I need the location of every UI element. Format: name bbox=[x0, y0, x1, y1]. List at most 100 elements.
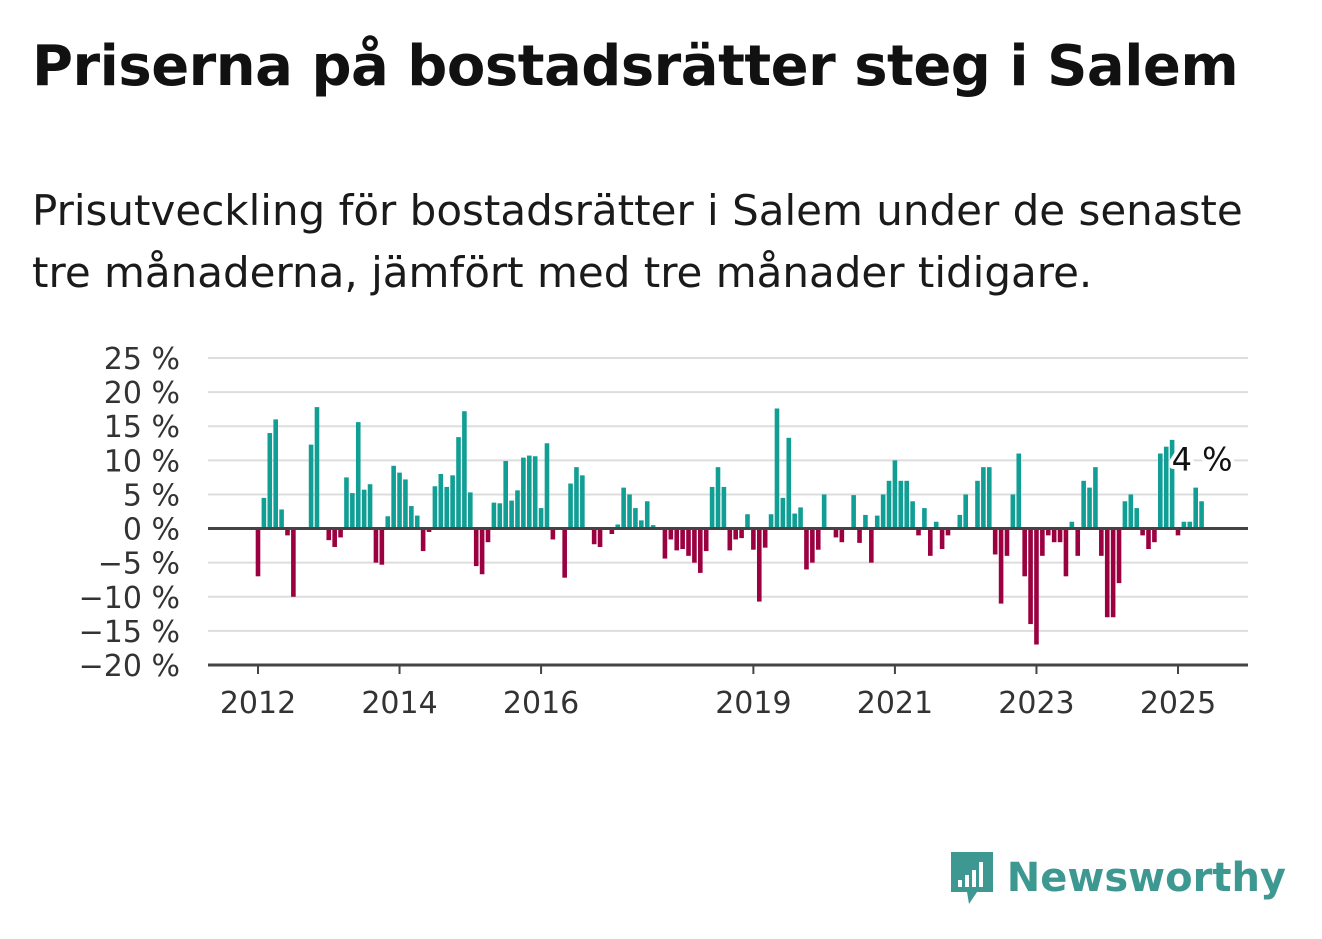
bar bbox=[733, 528, 738, 540]
bar bbox=[367, 484, 373, 529]
y-tick-label: 10 % bbox=[104, 444, 180, 479]
bar bbox=[886, 480, 892, 529]
bar bbox=[904, 480, 910, 529]
bar bbox=[338, 528, 343, 538]
bar bbox=[1199, 501, 1204, 529]
bar bbox=[692, 528, 697, 563]
bar bbox=[869, 528, 874, 563]
bar bbox=[1116, 528, 1122, 584]
bar bbox=[273, 419, 278, 529]
newsworthy-logo: Newsworthy bbox=[947, 848, 1286, 908]
bar bbox=[255, 528, 261, 577]
bar bbox=[1057, 528, 1063, 543]
bar bbox=[591, 528, 597, 545]
bar bbox=[686, 528, 691, 556]
bar bbox=[609, 528, 615, 535]
bar bbox=[1193, 487, 1198, 529]
bar bbox=[1022, 528, 1027, 577]
bar bbox=[580, 475, 585, 529]
bar bbox=[751, 528, 756, 550]
bar bbox=[627, 494, 632, 529]
bar bbox=[314, 407, 320, 529]
bars bbox=[255, 407, 1204, 645]
bar bbox=[703, 528, 709, 552]
bar bbox=[597, 528, 603, 547]
y-tick-label: −15 % bbox=[79, 615, 180, 650]
bar bbox=[509, 500, 514, 529]
x-tick-label: 2023 bbox=[998, 686, 1074, 721]
bar bbox=[833, 528, 839, 538]
bar bbox=[674, 528, 680, 551]
bar bbox=[680, 528, 685, 550]
bar bbox=[444, 486, 450, 529]
bar bbox=[998, 528, 1004, 604]
bar bbox=[562, 528, 567, 578]
bar bbox=[892, 460, 898, 529]
bar bbox=[344, 477, 349, 529]
bar bbox=[456, 437, 461, 529]
bar bbox=[780, 497, 786, 529]
bar bbox=[1028, 528, 1033, 625]
bar bbox=[261, 497, 267, 529]
bar bbox=[326, 528, 332, 541]
bar bbox=[1163, 446, 1169, 529]
bar bbox=[1110, 528, 1116, 618]
bar bbox=[798, 507, 803, 529]
bar bbox=[409, 506, 414, 529]
bar bbox=[992, 528, 998, 555]
bar bbox=[532, 456, 538, 529]
bar bbox=[756, 528, 762, 602]
bar bbox=[1081, 480, 1086, 529]
y-tick-label: 20 % bbox=[104, 376, 180, 411]
x-tick-label: 2025 bbox=[1140, 686, 1216, 721]
bar bbox=[373, 528, 379, 563]
bar bbox=[350, 493, 355, 529]
axes bbox=[208, 527, 1248, 674]
bar bbox=[644, 501, 650, 529]
bar bbox=[385, 516, 391, 529]
bar bbox=[662, 528, 668, 559]
bar bbox=[774, 408, 780, 529]
bar bbox=[709, 486, 715, 529]
bar bbox=[544, 443, 550, 529]
bar bbox=[491, 502, 497, 529]
bar bbox=[650, 525, 656, 529]
x-tick-label: 2021 bbox=[857, 686, 933, 721]
bar bbox=[1010, 494, 1016, 529]
bar bbox=[945, 528, 951, 536]
bar bbox=[1169, 439, 1175, 529]
bar bbox=[397, 472, 402, 529]
bar bbox=[745, 514, 750, 529]
bar bbox=[485, 528, 491, 543]
bar bbox=[473, 528, 479, 567]
bar bbox=[1016, 453, 1022, 529]
bar bbox=[939, 528, 945, 550]
bar bbox=[515, 490, 520, 529]
bar bbox=[1104, 528, 1110, 618]
brand-name: Newsworthy bbox=[1006, 855, 1286, 901]
bar bbox=[975, 480, 980, 529]
bar bbox=[308, 444, 314, 529]
bar bbox=[1152, 528, 1157, 543]
bar bbox=[1063, 528, 1069, 577]
bar bbox=[768, 514, 774, 529]
bar bbox=[355, 422, 361, 529]
bar bbox=[503, 461, 508, 529]
bar bbox=[615, 524, 621, 529]
bar bbox=[1099, 528, 1104, 556]
bar bbox=[698, 528, 703, 573]
bar bbox=[479, 528, 485, 575]
bar bbox=[521, 457, 526, 529]
bar bbox=[497, 503, 503, 529]
bar bbox=[574, 467, 579, 529]
bar bbox=[1040, 528, 1045, 556]
bar bbox=[379, 528, 385, 565]
bar bbox=[874, 515, 880, 529]
bar bbox=[928, 528, 933, 556]
x-tick-label: 2019 bbox=[715, 686, 791, 721]
bar bbox=[986, 467, 992, 529]
y-tick-label: −20 % bbox=[79, 649, 180, 684]
bar bbox=[550, 528, 556, 540]
bar bbox=[403, 479, 408, 529]
bar bbox=[1175, 528, 1181, 536]
